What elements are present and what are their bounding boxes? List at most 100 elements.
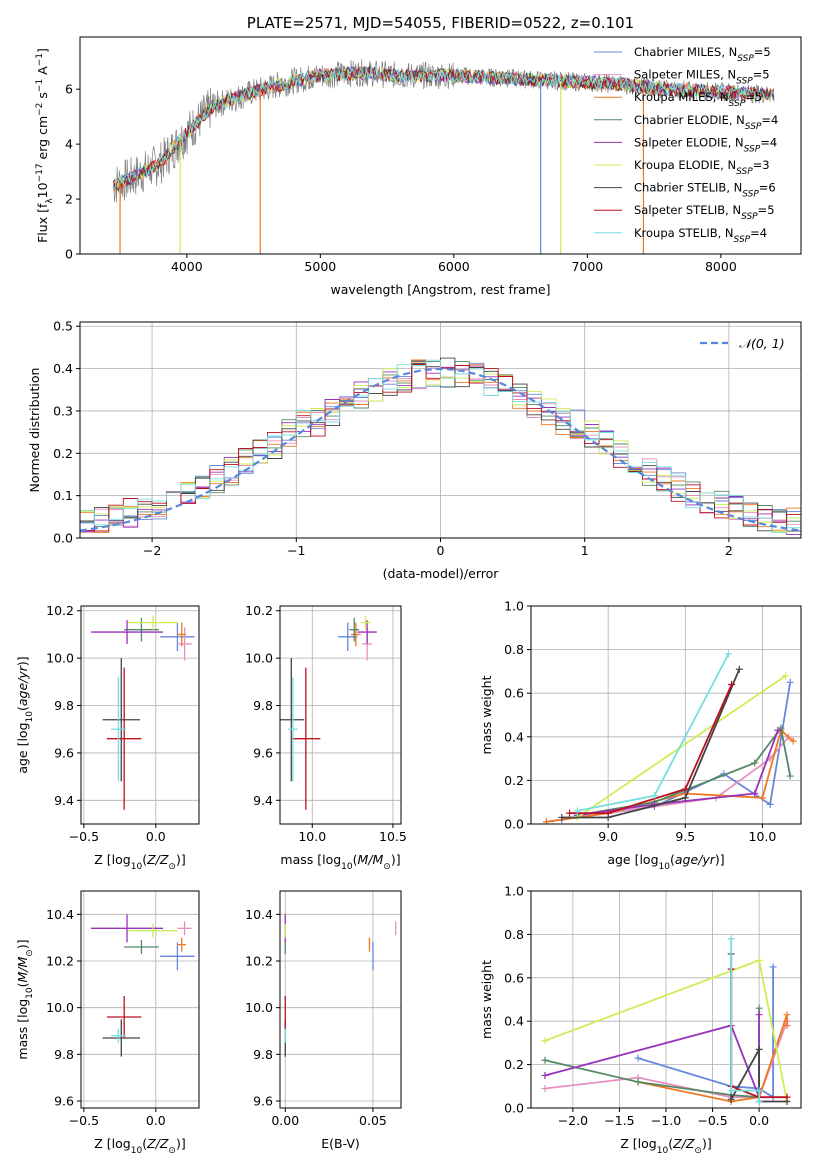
weight-marker	[681, 794, 689, 802]
plot-area	[112, 59, 775, 254]
model-line-9	[113, 67, 774, 189]
plot-area	[80, 357, 801, 535]
weight-line-9	[577, 653, 730, 812]
y-tick-label: 9.6	[54, 745, 74, 760]
x-axis-label: wavelength [Angstrom, rest frame]	[330, 282, 550, 297]
weight-marker	[541, 1037, 549, 1045]
y-tick-label: 0.4	[53, 361, 73, 376]
weight-marker	[727, 935, 735, 943]
weight-marker	[542, 818, 550, 824]
legend-label: Salpeter MILES, NSSP=5	[634, 68, 770, 87]
x-tick-label: 0.05	[359, 1113, 387, 1128]
y-tick-label: 0.5	[53, 319, 73, 334]
y-tick-label: 10.2	[245, 603, 273, 618]
y-tick-label: 0.6	[504, 686, 524, 701]
y-tick-label: 0.0	[504, 1101, 524, 1116]
x-tick-label: −0.5	[697, 1113, 727, 1128]
weight-line-5	[577, 729, 779, 817]
ebv-mass-axes: 0.00 0.05 9.6 9.8 10.0 10.2 10.4 E(B-V)	[245, 890, 402, 1151]
y-tick-label: 6	[65, 82, 73, 97]
y-axis-label: age [log10(age/yr)]	[15, 656, 35, 773]
y-tick-label: 10.0	[245, 651, 273, 666]
weight-marker	[727, 1095, 735, 1103]
y-tick-label: 0.4	[504, 729, 524, 744]
legend-label: Chabrier STELIB, NSSP=6	[634, 181, 776, 200]
chart-title: PLATE=2571, MJD=54055, FIBERID=0522, z=0…	[247, 14, 634, 32]
weight-marker	[634, 1054, 642, 1062]
weight-marker	[634, 1078, 642, 1086]
y-tick-label: 10.0	[46, 651, 74, 666]
axes-frame	[79, 36, 802, 255]
y-tick-label: 9.8	[54, 1047, 74, 1062]
y-tick-label: 0.6	[504, 970, 524, 985]
y-tick-label: 0.8	[504, 927, 524, 942]
weight-marker	[604, 809, 612, 817]
y-tick-label: 0.0	[53, 531, 73, 546]
weight-marker	[758, 794, 766, 802]
weight-line-3	[546, 728, 794, 823]
weight-marker	[769, 963, 777, 971]
weight-marker	[782, 672, 790, 680]
legend-label: Chabrier ELODIE, NSSP=4	[634, 113, 778, 132]
legend-label: 𝒩(0, 1)	[739, 336, 785, 351]
y-tick-label: 10.2	[46, 603, 74, 618]
weight-marker	[566, 809, 574, 817]
weight-marker	[751, 759, 759, 767]
y-tick-label: 0	[65, 247, 73, 262]
weight-marker	[681, 785, 689, 793]
gaussian-curve	[80, 367, 801, 532]
y-tick-label: 4	[65, 137, 73, 152]
x-tick-label: 4000	[171, 259, 203, 274]
weight-marker	[735, 665, 743, 673]
y-tick-label: 9.8	[253, 698, 273, 713]
weight-line-7	[561, 668, 741, 819]
weight-marker	[783, 1093, 791, 1101]
x-axis-label: Z [log10(Z/Z⊙)]	[94, 1136, 185, 1156]
legend-label: Kroupa MILES, NSSP=5	[634, 90, 762, 109]
x-tick-label: 0.00	[271, 1113, 299, 1128]
x-tick-label: 0.0	[146, 829, 166, 844]
y-tick-label: 9.4	[54, 793, 74, 808]
x-tick-label: −1	[287, 543, 305, 558]
legend-label: Kroupa ELODIE, NSSP=3	[634, 158, 770, 177]
x-tick-label: 0.0	[749, 1113, 769, 1128]
weight-marker	[650, 792, 658, 800]
legend-label: Chabrier MILES, NSSP=5	[634, 45, 771, 64]
plot-area	[91, 615, 195, 810]
y-tick-label: 0.2	[504, 773, 524, 788]
y-tick-label: 10.4	[245, 907, 273, 922]
weight-marker	[727, 1087, 735, 1095]
weight-line-8	[569, 684, 733, 814]
model-line-7	[112, 65, 774, 191]
weight-marker	[755, 1097, 763, 1105]
y-tick-label: 9.8	[54, 698, 74, 713]
weight-marker	[786, 772, 794, 780]
weight-marker	[541, 1071, 549, 1079]
x-tick-label: 10.0	[749, 829, 777, 844]
weight-marker	[728, 680, 736, 688]
x-tick-label: −0.5	[69, 1113, 99, 1128]
plot-area	[91, 914, 195, 1057]
y-axis-label: mass [log10(M/M⊙)]	[15, 939, 35, 1059]
x-tick-label: 0.0	[146, 1113, 166, 1128]
x-axis-label: Z [log10(Z/Z⊙)]	[620, 1136, 711, 1156]
y-tick-label: 0.8	[504, 642, 524, 657]
y-axis-label: Normed distribution	[27, 368, 42, 493]
weight-marker	[755, 956, 763, 964]
x-tick-label: 2	[725, 543, 733, 558]
plot-area	[542, 650, 797, 824]
x-tick-label: 9.5	[675, 829, 695, 844]
y-tick-label: 0.3	[53, 403, 73, 418]
axes-frame	[279, 890, 402, 1109]
y-tick-label: 10.2	[245, 954, 273, 969]
plot-area	[280, 615, 377, 810]
weight-marker	[755, 1087, 763, 1095]
x-tick-label: 7000	[571, 259, 603, 274]
x-tick-label: −2	[143, 543, 161, 558]
y-axis-label: mass weight	[479, 960, 494, 1039]
z-mass-axes: −0.5 0.0 9.6 9.8 10.0 10.2 10.4 Z [log10(Z/Z⊙)]…	[15, 890, 200, 1156]
weight-marker	[774, 726, 782, 734]
x-tick-label: −1.5	[604, 1113, 634, 1128]
plot-area	[541, 935, 791, 1105]
